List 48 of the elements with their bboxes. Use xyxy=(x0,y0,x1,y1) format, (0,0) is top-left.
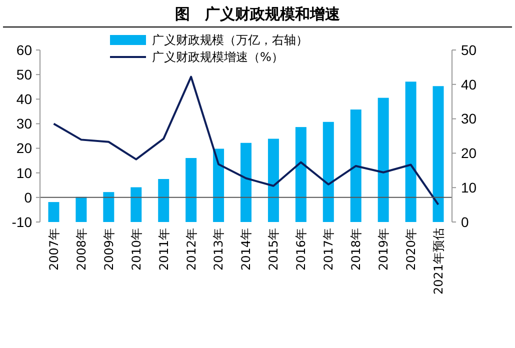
bar xyxy=(76,196,87,222)
x-tick-label: 2020年 xyxy=(404,228,418,271)
y-tick-label: 40 xyxy=(16,91,32,108)
legend-label: 广义财政规模（万亿，右轴） xyxy=(152,33,308,48)
bar xyxy=(240,142,252,222)
bar xyxy=(432,86,444,222)
y2-tick-label: 10 xyxy=(461,180,477,196)
x-tick-label: 2019年 xyxy=(376,228,391,271)
x-tick-label: 2007年 xyxy=(46,228,61,271)
bar xyxy=(130,187,142,222)
bar xyxy=(322,122,334,222)
y-tick-label: 60 xyxy=(16,42,32,58)
x-tick-label: 2018年 xyxy=(349,228,364,271)
y2-tick-label: 30 xyxy=(461,110,477,127)
x-tick-label: 2011年 xyxy=(156,228,171,271)
bar xyxy=(350,110,362,222)
y-tick-label: 20 xyxy=(16,140,32,156)
y-tick-label: 30 xyxy=(16,116,32,132)
y2-tick-label: 50 xyxy=(461,42,477,58)
x-tick-label: 2009年 xyxy=(102,228,116,271)
y2-tick-label: 40 xyxy=(461,76,477,92)
x-tick-label: 2015年 xyxy=(266,228,281,271)
y-tick-label: 0 xyxy=(24,189,32,206)
chart-title: 图 广义财政规模和增速 xyxy=(175,5,341,23)
bar xyxy=(186,158,197,222)
x-tick-label: 2017年 xyxy=(322,228,336,271)
bar xyxy=(158,179,170,222)
bar xyxy=(213,148,224,222)
x-tick-label: 2012年 xyxy=(184,228,198,271)
y2-tick-label: 0 xyxy=(461,214,469,230)
line-series xyxy=(52,76,440,206)
x-tick-label: 2016年 xyxy=(294,228,308,271)
y-tick-label: 10 xyxy=(16,164,32,181)
bar xyxy=(295,127,306,222)
bar xyxy=(405,82,416,222)
bar xyxy=(268,138,279,222)
y2-tick-label: 20 xyxy=(461,145,477,162)
bar xyxy=(48,202,60,222)
y-tick-label: -10 xyxy=(12,214,32,230)
bar xyxy=(103,192,114,222)
bar xyxy=(378,98,389,222)
legend-label: 广义财政规模增速（%） xyxy=(152,50,284,64)
y-tick-label: 50 xyxy=(16,66,32,82)
x-tick-label: 2021年预估 xyxy=(431,228,446,295)
x-tick-label: 2008年 xyxy=(74,228,88,271)
x-tick-label: 2010年 xyxy=(129,228,144,271)
x-tick-label: 2014年 xyxy=(239,228,254,271)
x-tick-label: 2013年 xyxy=(212,228,226,271)
